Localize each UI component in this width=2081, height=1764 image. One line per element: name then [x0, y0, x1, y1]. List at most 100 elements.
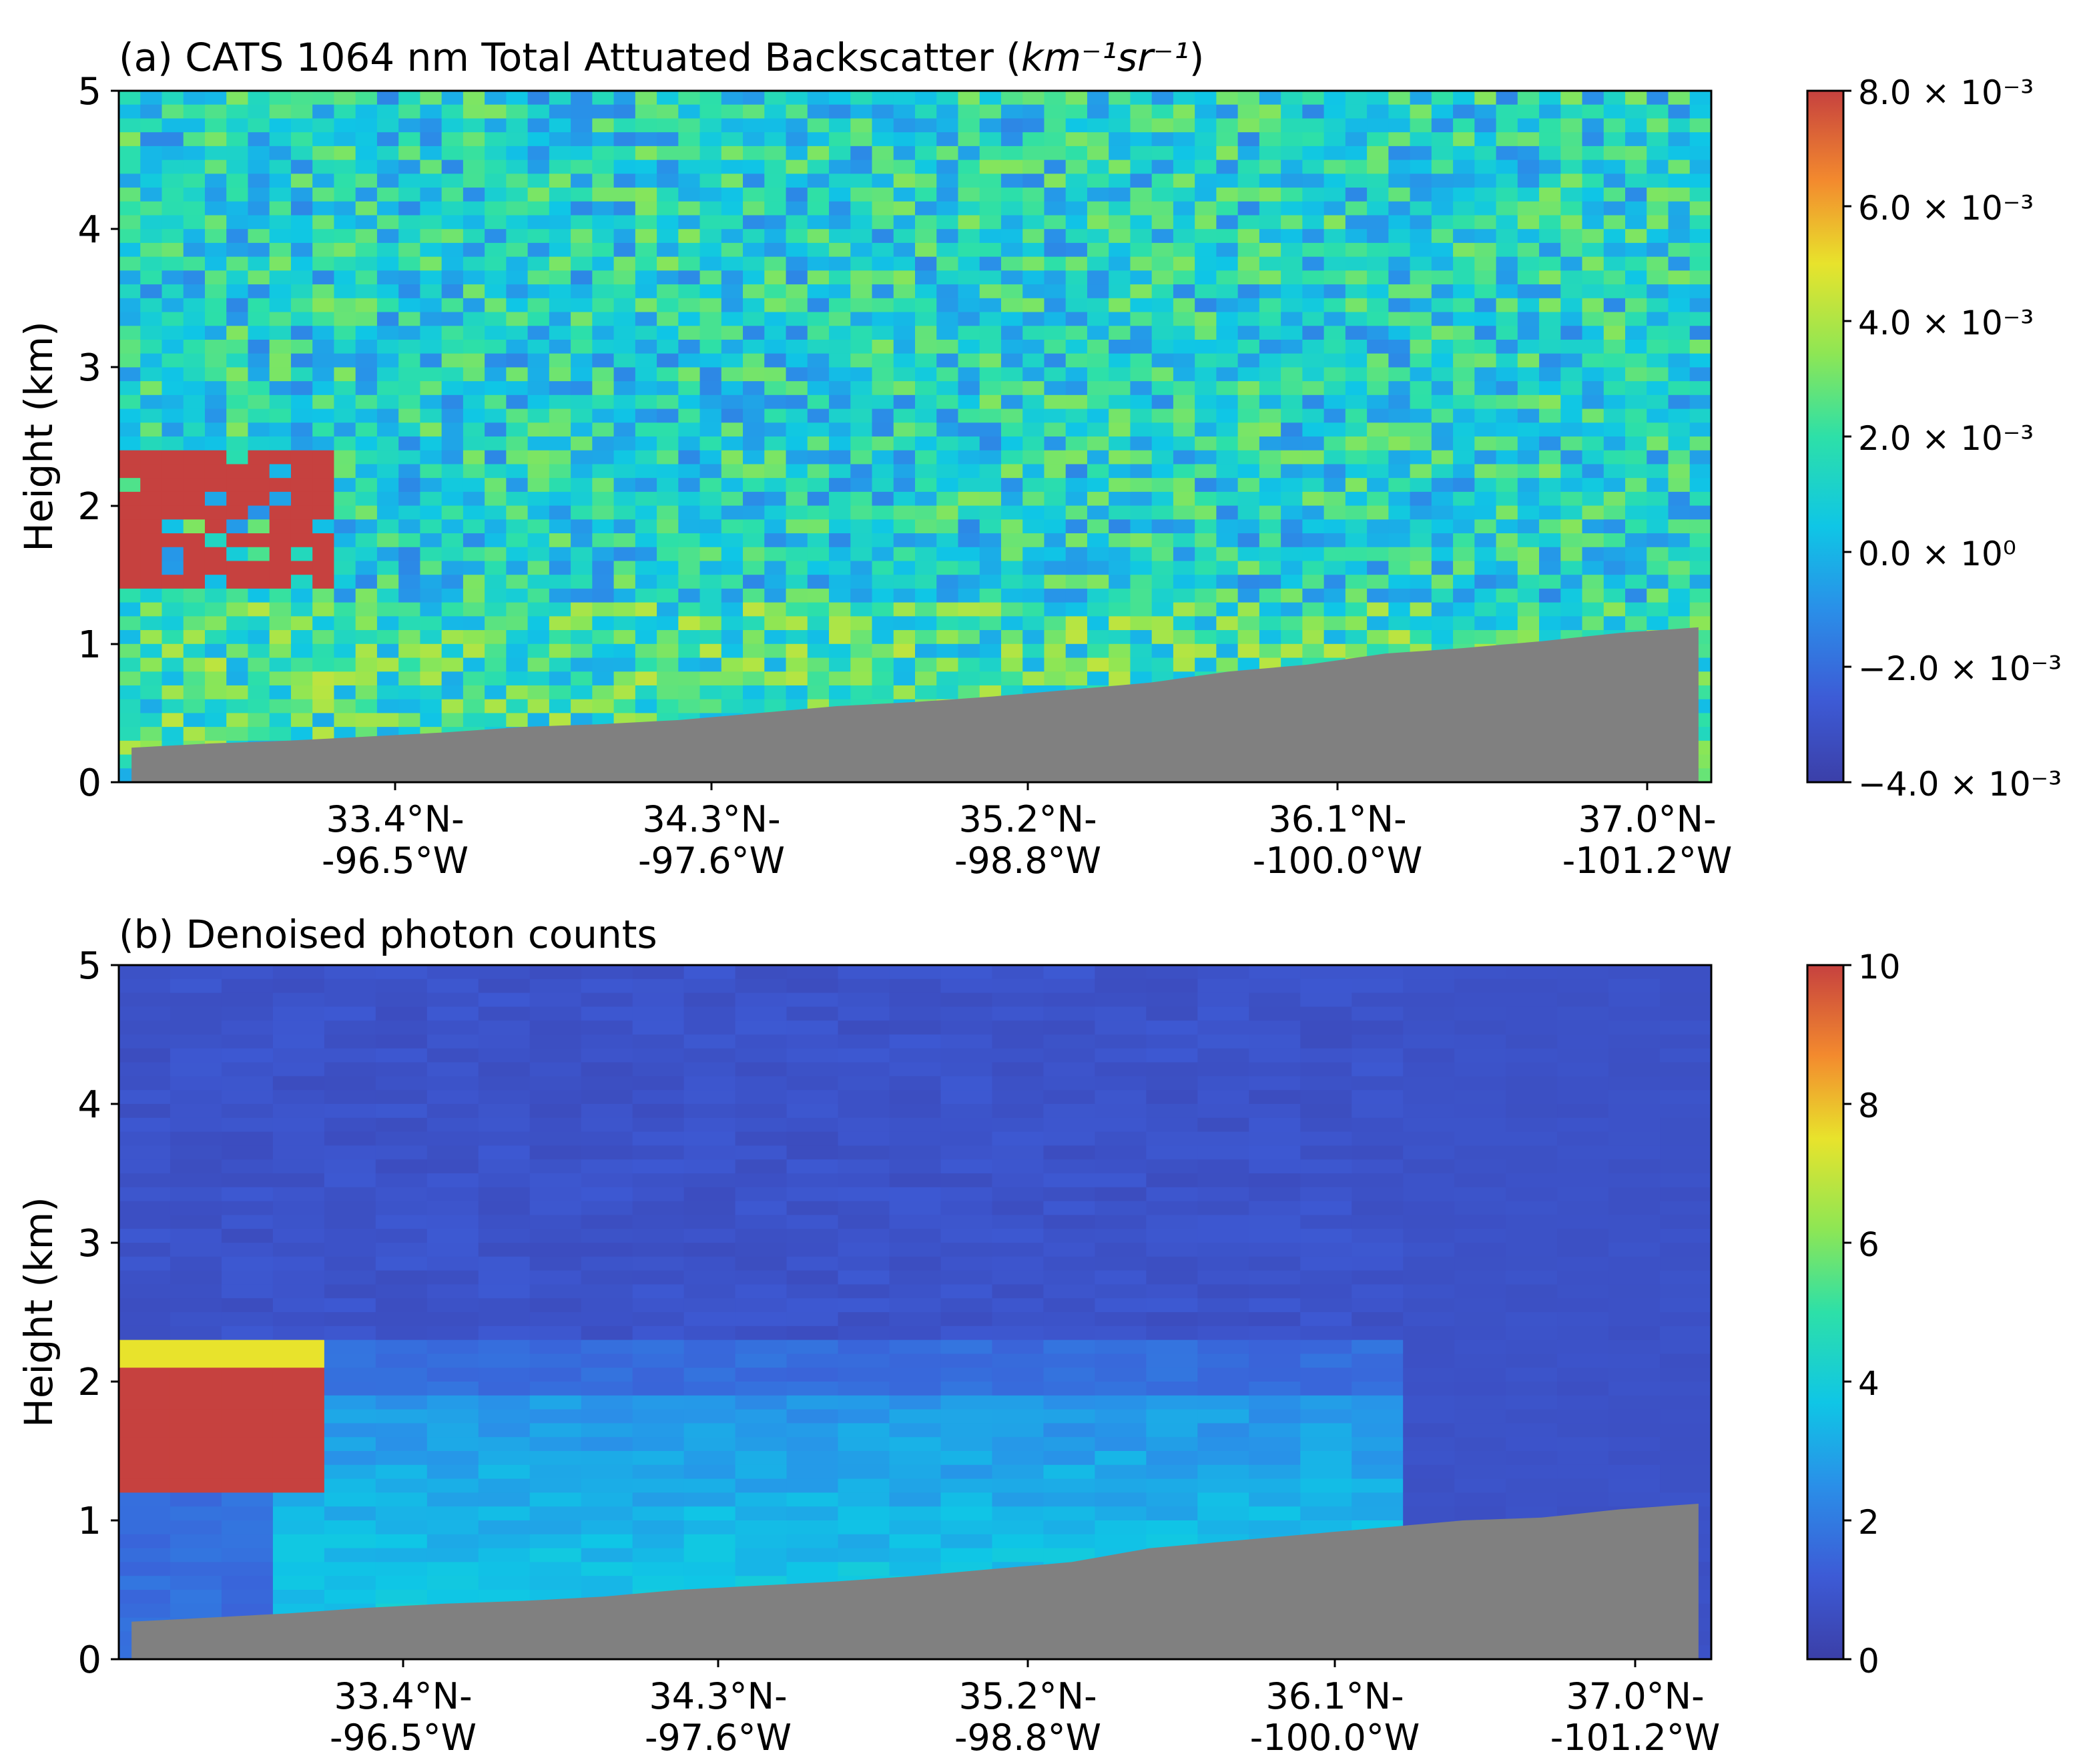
heatmap-cell [398, 657, 420, 672]
heatmap-cell [1259, 450, 1281, 465]
heatmap-cell [1496, 616, 1518, 631]
heatmap-cell [1453, 132, 1475, 147]
heatmap-cell [1259, 478, 1281, 493]
heatmap-cell [936, 229, 959, 244]
heatmap-cell [1043, 1464, 1095, 1480]
heatmap-cell [221, 1382, 274, 1396]
heatmap-cell [807, 145, 830, 161]
heatmap-cell [721, 298, 744, 313]
heatmap-cell [1195, 298, 1217, 313]
heatmap-cell [632, 978, 685, 994]
heatmap-cell [1095, 1492, 1147, 1507]
heatmap-cell [426, 1562, 479, 1576]
heatmap-cell [355, 339, 378, 354]
heatmap-cell [183, 381, 206, 396]
heatmap-cell [743, 422, 765, 437]
heatmap-cell [290, 367, 313, 382]
heatmap-cell [786, 1187, 839, 1202]
heatmap-cell [248, 188, 270, 202]
heatmap-cell [1560, 353, 1583, 368]
heatmap-cell [1195, 284, 1217, 299]
heatmap-cell [1109, 519, 1131, 534]
heatmap-cell [204, 394, 227, 410]
heatmap-cell [940, 992, 993, 1007]
heatmap-cell [940, 1256, 993, 1271]
heatmap-cell [1044, 588, 1067, 603]
heatmap-cell [549, 394, 571, 410]
heatmap-cell [1087, 478, 1109, 493]
heatmap-cell [248, 284, 270, 299]
heatmap-cell [1668, 616, 1691, 631]
heatmap-cell [1302, 464, 1325, 479]
heatmap-cell [420, 298, 442, 313]
heatmap-cell [1022, 367, 1045, 382]
heatmap-cell [1249, 1145, 1301, 1160]
heatmap-cell [1453, 533, 1475, 548]
heatmap-cell [1197, 1340, 1249, 1354]
heatmap-cell [1625, 201, 1647, 216]
heatmap-cell [786, 992, 839, 1007]
heatmap-cell [571, 188, 593, 202]
heatmap-cell [1151, 188, 1174, 202]
heatmap-cell [1281, 188, 1303, 202]
heatmap-cell [829, 630, 851, 645]
heatmap-cell [1352, 1215, 1404, 1229]
heatmap-cell [506, 394, 529, 410]
heatmap-cell [1453, 145, 1475, 161]
heatmap-cell [683, 992, 736, 1007]
heatmap-cell [529, 1117, 582, 1133]
heatmap-cell [958, 478, 980, 493]
heatmap-cell [119, 201, 141, 216]
heatmap-cell [872, 160, 894, 174]
panel-a-x-ticks: 33.4°N--96.5°W 34.3°N--97.6°W 35.2°N--98… [322, 782, 1732, 882]
heatmap-cell [915, 505, 937, 520]
heatmap-cell [1300, 1451, 1352, 1466]
heatmap-cell [1173, 339, 1195, 354]
heatmap-cell [764, 381, 787, 396]
heatmap-cell [992, 1548, 1045, 1562]
heatmap-cell [119, 699, 141, 713]
heatmap-cell [527, 394, 550, 410]
heatmap-cell [441, 215, 464, 230]
heatmap-cell [463, 436, 485, 451]
heatmap-cell [1300, 1062, 1352, 1077]
heatmap-cell [248, 132, 270, 147]
heatmap-cell [221, 1201, 274, 1215]
heatmap-cell [290, 588, 313, 603]
heatmap-cell [1259, 229, 1281, 244]
heatmap-cell [1281, 643, 1303, 659]
heatmap-cell [527, 713, 550, 727]
heatmap-cell [850, 588, 873, 603]
heatmap-cell [1345, 298, 1368, 313]
heatmap-cell [571, 367, 593, 382]
heatmap-cell [1044, 339, 1067, 354]
heatmap-cell [786, 1062, 839, 1077]
heatmap-cell [1345, 242, 1368, 258]
heatmap-cell [1453, 519, 1475, 534]
heatmap-cell [807, 685, 830, 700]
heatmap-cell [1109, 229, 1131, 244]
heatmap-cell [807, 367, 830, 382]
heatmap-cell [119, 326, 141, 340]
heatmap-cell [1582, 422, 1604, 437]
heatmap-cell [1043, 1020, 1095, 1035]
heatmap-cell [221, 992, 274, 1007]
heatmap-cell [1625, 575, 1647, 589]
heatmap-cell [958, 630, 980, 645]
heatmap-cell [1453, 408, 1475, 423]
heatmap-cell [850, 174, 873, 188]
heatmap-cell [506, 118, 529, 133]
heatmap-cell [272, 1464, 325, 1480]
heatmap-cell [613, 422, 636, 437]
heatmap-cell [915, 408, 937, 423]
heatmap-cell [478, 1062, 531, 1077]
heatmap-cell [872, 353, 894, 368]
heatmap-cell [376, 256, 399, 271]
heatmap-cell [1410, 118, 1432, 133]
heatmap-cell [248, 270, 270, 285]
heatmap-cell [613, 519, 636, 534]
heatmap-cell [441, 643, 464, 659]
heatmap-cell [936, 132, 959, 147]
heatmap-cell [735, 1451, 788, 1466]
heatmap-cell [1195, 561, 1217, 575]
